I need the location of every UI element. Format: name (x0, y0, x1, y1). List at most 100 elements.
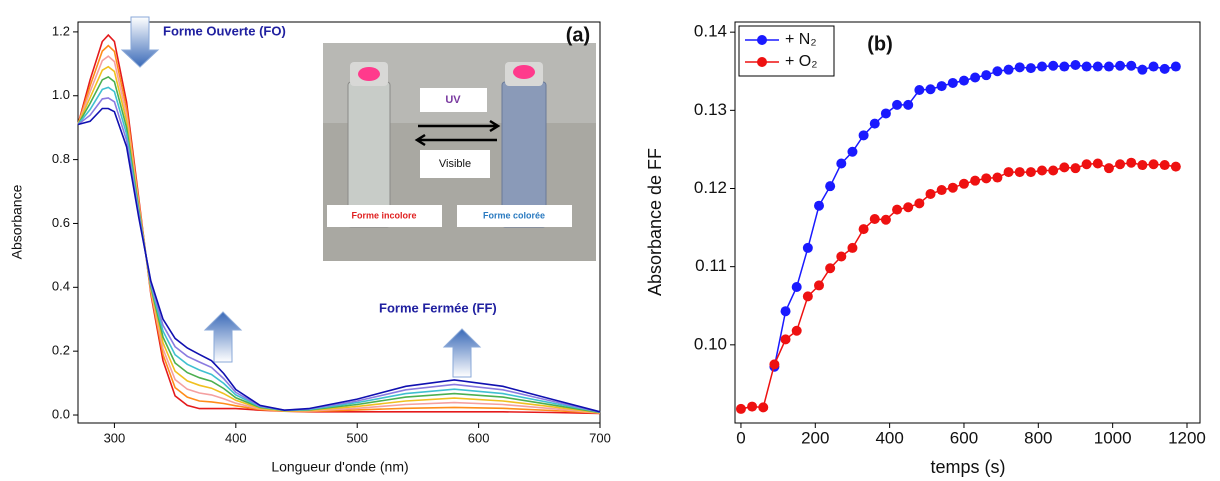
x-tick-label: 1000 (1094, 428, 1132, 447)
data-point (1137, 160, 1148, 171)
y-tick-label: 1.0 (52, 87, 70, 102)
data-point (1159, 160, 1170, 171)
data-point (970, 175, 981, 186)
plot-frame (734, 21, 1201, 424)
data-point (869, 118, 880, 129)
data-point (780, 306, 791, 317)
data-point (858, 224, 869, 235)
inset-label: UV (445, 94, 461, 106)
series-line (77, 86, 601, 413)
data-point (992, 66, 1003, 77)
data-point (936, 81, 947, 92)
y-axis-label: Absorbance de FF (645, 148, 665, 296)
series-line (773, 64, 1176, 367)
data-point (914, 198, 925, 209)
series-line (77, 55, 601, 414)
data-point (1025, 167, 1036, 178)
x-tick-label: 300 (104, 430, 126, 445)
series-line (77, 65, 601, 414)
data-point (970, 72, 981, 83)
y-axis-label: Absorbance (9, 184, 25, 259)
label-box (420, 88, 487, 112)
annotation: Forme Fermée (FF) (379, 300, 497, 315)
inset-label: Forme colorée (483, 210, 545, 220)
data-point (936, 185, 947, 196)
series-line (740, 161, 1176, 410)
annotation: Forme Ouverte (FO) (163, 23, 286, 38)
x-tick-label: 400 (225, 430, 247, 445)
panel-label: (b) (867, 33, 893, 55)
label-box (457, 205, 572, 227)
data-point (791, 281, 802, 292)
y-tick-label: 0.6 (52, 215, 70, 230)
data-point (1103, 163, 1114, 174)
data-point (1059, 61, 1070, 72)
data-point (1092, 61, 1103, 72)
data-point (791, 325, 802, 336)
data-point (858, 130, 869, 141)
data-point (1048, 165, 1059, 176)
data-point (914, 85, 925, 96)
x-tick-label: 700 (589, 430, 611, 445)
series-line (77, 33, 601, 415)
data-point (947, 77, 958, 88)
data-point (892, 99, 903, 110)
switch-arrows (414, 119, 501, 147)
legend-label: + N₂ (785, 31, 817, 48)
y-tick-label: 0.12 (694, 178, 727, 197)
x-tick-label: 800 (1024, 428, 1052, 447)
x-tick-label: 500 (346, 430, 368, 445)
y-tick-label: 0.14 (694, 22, 727, 41)
y-tick-label: 0.2 (52, 343, 70, 358)
plot: 0.10 0.11 0.12 0.13 0.14 0 200 400 600 800 1000 120… (694, 21, 1206, 447)
legend-marker (757, 57, 767, 67)
data-point (825, 181, 836, 192)
data-point (1037, 165, 1048, 176)
series-line (77, 107, 601, 413)
data-point (735, 403, 746, 414)
data-point (825, 263, 836, 274)
data-point (1103, 61, 1114, 72)
data-point (1115, 159, 1126, 170)
data-point (1070, 59, 1081, 70)
y-tick-label: 0.0 (52, 406, 70, 421)
data-point (1170, 61, 1181, 72)
label-box (420, 150, 490, 178)
legend-marker (757, 35, 767, 45)
data-point (1148, 159, 1159, 170)
series-group (77, 33, 601, 415)
data-point (1092, 158, 1103, 169)
x-tick-label: 600 (468, 430, 490, 445)
x-tick-label: 0 (736, 428, 745, 447)
data-point (1115, 60, 1126, 71)
data-point (1070, 163, 1081, 174)
data-point (747, 401, 758, 412)
data-point (1048, 60, 1059, 71)
data-point (1014, 167, 1025, 178)
y-tick-label: 0.8 (52, 151, 70, 166)
panel-label: (a) (566, 24, 590, 46)
data-point (1148, 61, 1159, 72)
data-point (1037, 61, 1048, 72)
data-point (1081, 61, 1092, 72)
data-point (836, 158, 847, 169)
data-point (903, 202, 914, 213)
x-tick-label: 200 (801, 428, 829, 447)
data-point (1003, 167, 1014, 178)
y-tick-label: 1.2 (52, 23, 70, 38)
data-point (1126, 60, 1137, 71)
data-point (1081, 159, 1092, 170)
increase-arrow (442, 328, 482, 378)
data-point (903, 99, 914, 110)
data-point (892, 204, 903, 215)
cap-dot (358, 67, 380, 81)
data-point (814, 200, 825, 211)
increase-arrow (203, 311, 243, 363)
data-point (981, 70, 992, 81)
series-line (77, 97, 601, 413)
y-tick-label: 0.10 (694, 334, 727, 353)
data-point (1059, 162, 1070, 173)
data-point (1003, 64, 1014, 75)
data-point (847, 242, 858, 253)
x-tick-label: 400 (875, 428, 903, 447)
